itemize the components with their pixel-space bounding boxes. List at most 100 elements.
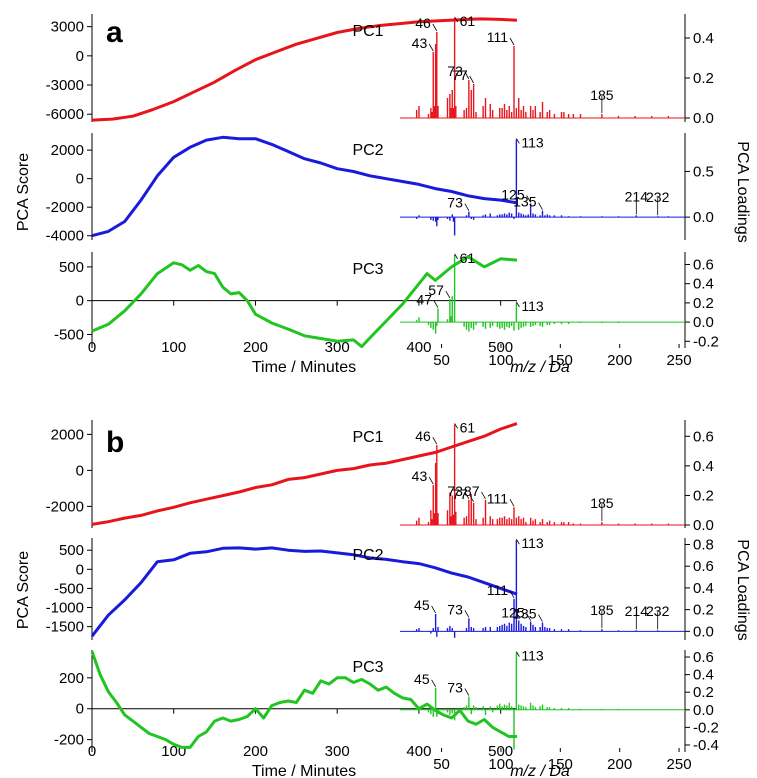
y-tick-label-a-loading3: -0.2 <box>693 333 719 350</box>
x-tick-label-a-score3: 100 <box>161 339 186 356</box>
y-tick-label-b-loading3: 0.4 <box>693 667 714 684</box>
y-tick-label-b-score3: 200 <box>59 670 84 687</box>
subplot-b-pc3-loadings: -0.4-0.20.00.20.40.6 50 100 150 200 250 PC3 45 7… <box>352 648 718 773</box>
subplot-b-pc2-score: -1500 -1000 -500 0 500 <box>46 538 518 640</box>
pc-label-b-loading3: PC3 <box>352 659 383 676</box>
y-tick-label-b-loading3: -0.4 <box>693 737 719 754</box>
peak-label-b-loading1: 46 <box>415 428 431 444</box>
peak-leader-a-loading2 <box>538 202 543 210</box>
peak-label-a-loading2: 113 <box>521 134 544 150</box>
score-xlabel-b: Time / Minutes <box>252 763 356 778</box>
peak-leader-a-loading1 <box>469 75 474 84</box>
peak-leader-b-loading1 <box>454 423 458 429</box>
pc-label-b-loading1: PC1 <box>352 429 383 446</box>
peak-leader-a-loading2 <box>526 195 531 203</box>
y-tick-label-a-loading1: 0.4 <box>693 30 714 47</box>
peak-leader-b-loading1 <box>432 436 438 445</box>
y-tick-label-a-loading3: 0.4 <box>693 276 714 293</box>
subplot-b-pc1-score: -2000 0 2000 <box>46 420 518 528</box>
peak-label-a-loading2: 135 <box>513 194 537 210</box>
x-tick-label-b-score3: 400 <box>406 743 431 760</box>
peak-label-b-loading2: 125 <box>501 605 525 621</box>
y-tick-label-a-score3: 0 <box>76 293 84 310</box>
y-tick-label-b-loading1: 0.4 <box>693 458 714 475</box>
x-tick-label-a-loading3: 200 <box>607 352 632 369</box>
score-line-a-score2 <box>91 135 518 238</box>
loading-xlabel-a: m/z / Da <box>510 359 570 376</box>
y-tick-label-a-loading2: 0.0 <box>693 209 714 226</box>
peak-leader-a-loading1 <box>454 16 458 23</box>
subplot-a-pc1-score: -6000 -3000 0 3000 <box>46 14 518 123</box>
x-tick-label-b-score3: 200 <box>243 743 268 760</box>
peak-leader-a-loading1 <box>464 71 470 80</box>
x-tick-label-a-score3: 200 <box>243 339 268 356</box>
peak-leader-b-loading2 <box>526 613 531 621</box>
peak-label-a-loading2: 214 <box>625 188 649 204</box>
peak-label-b-loading3: 45 <box>414 671 430 687</box>
peak-leader-a-loading2 <box>516 138 520 144</box>
y-tick-label-b-loading1: 0.2 <box>693 487 714 504</box>
y-tick-label-b-score1: 2000 <box>51 426 84 443</box>
y-tick-label-a-score2: -4000 <box>46 228 84 245</box>
y-tick-label-a-score2: 2000 <box>51 142 84 159</box>
peak-leader-a-loading1 <box>428 43 434 52</box>
y-tick-label-a-loading1: 0.2 <box>693 70 714 87</box>
y-tick-label-b-score3: 0 <box>76 701 84 718</box>
y-tick-label-a-score3: 500 <box>59 259 84 276</box>
peak-leader-b-loading1 <box>509 499 515 507</box>
peak-leader-b-loading2 <box>431 605 436 614</box>
peak-label-b-loading3: 73 <box>447 680 463 696</box>
pc-label-a-loading1: PC1 <box>352 23 383 40</box>
peak-leader-a-loading2 <box>464 203 470 211</box>
y-tick-label-a-loading1: 0.0 <box>693 110 714 127</box>
panel-letter-b: b <box>106 426 124 459</box>
x-tick-label-b-loading3: 150 <box>548 756 573 773</box>
x-tick-label-a-score3: 300 <box>325 339 350 356</box>
peak-label-a-loading1: 77 <box>452 67 468 83</box>
peak-label-a-loading1: 73 <box>447 63 463 79</box>
x-tick-label-b-score3: 300 <box>325 743 350 760</box>
y-tick-label-b-loading2: 0.0 <box>693 623 714 640</box>
x-tick-label-b-loading3: 200 <box>607 756 632 773</box>
peak-leader-a-loading3 <box>433 300 439 308</box>
peak-leader-a-loading1 <box>509 37 515 46</box>
loading-xlabel-b: m/z / Da <box>510 763 570 778</box>
peak-label-b-loading1: 43 <box>412 468 428 484</box>
peak-leader-b-loading1 <box>464 491 470 500</box>
peak-leader-a-loading3 <box>454 253 458 260</box>
peak-label-a-loading1: 46 <box>415 15 431 31</box>
pc-label-b-loading2: PC2 <box>352 547 383 564</box>
peak-label-a-loading2: 232 <box>646 189 670 205</box>
peak-label-a-loading1: 185 <box>590 87 614 103</box>
peak-label-a-loading2: 73 <box>447 195 463 211</box>
x-tick-label-a-loading3: 50 <box>433 352 450 369</box>
y-tick-label-b-loading2: 0.4 <box>693 580 714 597</box>
x-tick-label-a-score3: 0 <box>88 339 96 356</box>
y-tick-label-b-score2: -500 <box>54 580 84 597</box>
y-tick-label-b-score2: -1500 <box>46 619 84 636</box>
y-tick-label-b-loading2: 0.6 <box>693 558 714 575</box>
score-ylabel-b: PCA Score <box>15 551 32 629</box>
peak-leader-a-loading3 <box>445 290 451 299</box>
peak-leader-b-loading3 <box>464 688 470 696</box>
x-tick-label-b-loading3: 100 <box>488 756 513 773</box>
y-tick-label-b-loading1: 0.6 <box>693 428 714 445</box>
peak-label-b-loading1: 77 <box>452 486 468 502</box>
y-tick-label-a-score1: 3000 <box>51 19 84 36</box>
y-tick-label-b-score2: 0 <box>76 561 84 578</box>
y-tick-label-a-loading3: 0.6 <box>693 256 714 273</box>
peak-label-a-loading3: 47 <box>416 292 432 308</box>
pc-label-a-loading3: PC3 <box>352 261 383 278</box>
peak-leader-b-loading3 <box>431 679 436 688</box>
y-tick-label-b-loading3: 0.0 <box>693 702 714 719</box>
y-tick-label-b-loading3: 0.2 <box>693 684 714 701</box>
score-line-a-score1 <box>91 17 518 122</box>
pc-label-a-loading2: PC2 <box>352 142 383 159</box>
peak-label-b-loading2: 135 <box>513 606 537 622</box>
peak-label-b-loading1: 87 <box>464 483 480 499</box>
